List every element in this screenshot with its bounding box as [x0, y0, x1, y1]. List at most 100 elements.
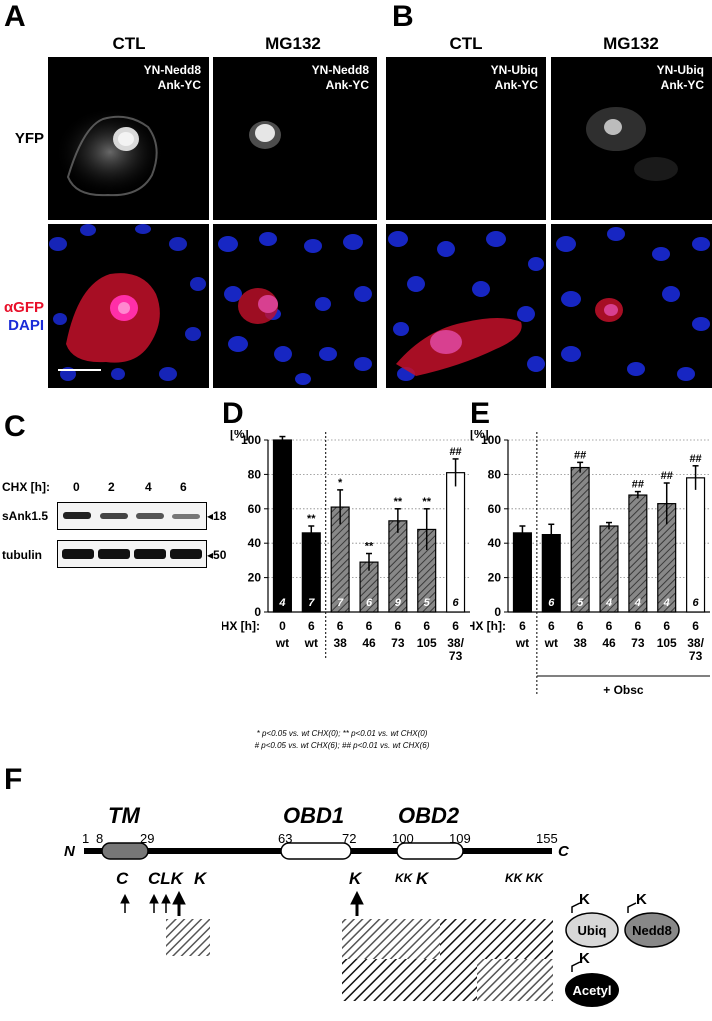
- category-label: 38/73: [687, 636, 704, 663]
- construct-label: YN-Ubiq Ank-YC: [656, 63, 704, 92]
- obd2-domain-label: OBD2: [398, 803, 460, 828]
- n-label: 7: [308, 597, 315, 609]
- n-label: 6: [366, 597, 373, 609]
- bar: [446, 472, 466, 613]
- panel-b-col-mg132: MG132: [603, 34, 659, 53]
- category-label: 46: [602, 636, 616, 650]
- micrograph-a-mg132-gfp-dapi: [213, 224, 377, 388]
- significance-mark: ##: [574, 449, 586, 461]
- residue-k3: K: [416, 869, 430, 888]
- nedd8-label: Nedd8: [632, 923, 672, 938]
- blot-strip-sank: [57, 502, 207, 530]
- marker-value: 50: [213, 548, 227, 562]
- panel-letter-d: D: [222, 397, 244, 430]
- category-label: 38: [573, 636, 587, 650]
- footnote-line-1: * p<0.05 vs. wt CHX(0); ** p<0.01 vs. wt…: [257, 729, 428, 738]
- y-tick-label: 80: [248, 467, 262, 481]
- k-label: K: [579, 950, 590, 967]
- obd1-domain-label: OBD1: [283, 803, 344, 828]
- bar: [272, 439, 292, 613]
- stain-image: [388, 231, 545, 381]
- chx-value: 6: [519, 619, 526, 633]
- residue-k2: K: [349, 869, 363, 888]
- significance-mark: *: [338, 477, 343, 489]
- position-72: 72: [342, 831, 356, 846]
- significance-mark: **: [422, 496, 431, 508]
- category-label: 105: [417, 636, 437, 650]
- chx-value: 6: [452, 619, 459, 633]
- cell-yfp-image: [586, 107, 678, 181]
- obd2-domain-box: [396, 842, 464, 860]
- n-terminus-label: N: [64, 843, 76, 860]
- chx-value: 6: [423, 619, 430, 633]
- chart-panel-d: [%]020406080100CHX [h]:40wt**76wt*7638**…: [222, 430, 470, 750]
- category-label: 38: [333, 636, 347, 650]
- construct-label: YN-Nedd8 Ank-YC: [311, 63, 369, 92]
- chx-label: CHX [h]:: [470, 619, 506, 633]
- residue-c: C: [116, 869, 129, 888]
- panel-letter-a: A: [4, 0, 26, 33]
- chx-value: 6: [395, 619, 402, 633]
- tm-domain-label: TM: [108, 803, 140, 828]
- chx-value: 6: [577, 619, 584, 633]
- acetyl-label: Acetyl: [572, 983, 611, 998]
- n-label: 4: [278, 597, 285, 609]
- scale-bar: [58, 369, 101, 371]
- panel-a-col-ctl: CTL: [112, 34, 146, 53]
- hatched-region-tm: [166, 919, 210, 956]
- n-label: 4: [605, 597, 612, 609]
- micrograph-a-ctl-yfp: YN-Nedd8 Ank-YC: [48, 57, 209, 220]
- bar: [686, 477, 706, 613]
- blot-chx-label: CHX [h]:: [2, 480, 50, 494]
- blot-strip-tubulin: [57, 540, 207, 568]
- y-tick-label: 100: [241, 433, 261, 447]
- y-tick-label: 40: [488, 536, 502, 550]
- chx-value: 6: [663, 619, 670, 633]
- bar: [628, 494, 648, 613]
- hatched-region-obd2: [440, 919, 553, 959]
- bar: [570, 466, 590, 613]
- domain-diagram: TM OBD1 OBD2 1 8 29 63 72 100 109 155 N …: [64, 803, 680, 1007]
- n-label: 4: [663, 597, 670, 609]
- position-29: 29: [140, 831, 154, 846]
- n-label: 5: [577, 597, 584, 609]
- micrograph-b-mg132-yfp: YN-Ubiq Ank-YC: [551, 57, 712, 220]
- chx-value: 6: [692, 619, 699, 633]
- band-image: [63, 512, 200, 519]
- legend-nedd8: K Nedd8: [624, 891, 680, 948]
- legend-ubiq: K Ubiq: [565, 891, 619, 948]
- stain-image: [556, 227, 710, 381]
- row-label-yfp: YFP: [14, 130, 44, 147]
- micrograph-a-ctl-gfp-dapi: [48, 224, 209, 388]
- significance-mark: ##: [632, 479, 644, 491]
- significance-mark: ##: [661, 470, 673, 482]
- chx-value: 6: [635, 619, 642, 633]
- panel-a-col-mg132: MG132: [265, 34, 321, 53]
- obsc-label: + Obsc: [603, 683, 644, 697]
- marker-value: 18: [213, 509, 227, 523]
- category-label: 73: [631, 636, 645, 650]
- k-label: K: [579, 891, 590, 908]
- y-tick-label: 100: [481, 433, 501, 447]
- panel-letter-f: F: [4, 763, 23, 796]
- category-label: wt: [544, 636, 558, 650]
- significance-mark: ##: [689, 453, 701, 465]
- band-marker-50: ◂50: [207, 548, 227, 562]
- blot-lane-4: 4: [145, 480, 152, 494]
- band-marker-18: ◂18: [207, 509, 227, 523]
- position-8: 8: [96, 831, 103, 846]
- significance-mark: ##: [449, 446, 461, 458]
- y-tick-label: 0: [494, 605, 501, 619]
- residue-clk: CLK: [148, 869, 185, 888]
- blot-lane-6: 6: [180, 480, 187, 494]
- chx-value: 6: [366, 619, 373, 633]
- obd1-domain-box: [280, 842, 352, 860]
- category-label: 105: [657, 636, 677, 650]
- y-tick-label: 60: [488, 502, 502, 516]
- residue-kk: KK: [395, 871, 414, 885]
- residue-kk-kk: KK KK: [505, 871, 544, 885]
- hatched-region-lower: [342, 959, 477, 1001]
- panel-letter-b: B: [392, 0, 414, 33]
- modification-arrows: [120, 890, 364, 916]
- band-label-tubulin: tubulin: [2, 548, 42, 562]
